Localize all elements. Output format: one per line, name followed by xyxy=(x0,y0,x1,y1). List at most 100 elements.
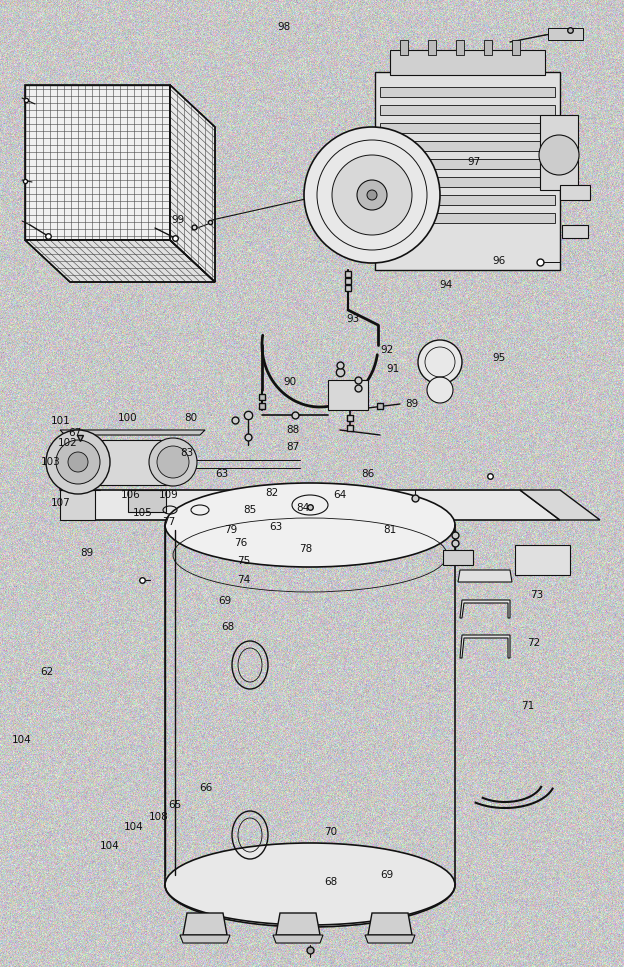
Polygon shape xyxy=(562,225,588,238)
Text: 91: 91 xyxy=(386,365,400,374)
Text: 65: 65 xyxy=(168,800,182,809)
Bar xyxy=(400,40,408,55)
Text: 92: 92 xyxy=(380,345,394,355)
Text: 90: 90 xyxy=(283,377,297,387)
Text: 80: 80 xyxy=(183,413,197,423)
Text: 85: 85 xyxy=(243,505,256,514)
Ellipse shape xyxy=(304,127,440,263)
Polygon shape xyxy=(25,240,215,282)
Text: 94: 94 xyxy=(439,280,453,290)
Text: 103: 103 xyxy=(41,457,61,467)
Text: 69: 69 xyxy=(380,870,394,880)
Polygon shape xyxy=(180,935,230,943)
Polygon shape xyxy=(380,213,555,223)
Text: 95: 95 xyxy=(492,353,506,363)
Ellipse shape xyxy=(149,438,197,486)
Text: 64: 64 xyxy=(333,490,347,500)
Text: 86: 86 xyxy=(361,469,375,479)
Text: 87: 87 xyxy=(286,442,300,452)
Text: 107: 107 xyxy=(51,498,71,508)
Text: 96: 96 xyxy=(492,256,506,266)
Polygon shape xyxy=(276,913,320,935)
Text: 62: 62 xyxy=(40,667,54,677)
Text: 89: 89 xyxy=(405,399,419,409)
Text: 108: 108 xyxy=(149,812,169,822)
Text: 105: 105 xyxy=(132,508,152,517)
Text: 68: 68 xyxy=(221,622,235,631)
Text: 106: 106 xyxy=(121,490,141,500)
Polygon shape xyxy=(380,159,555,169)
Polygon shape xyxy=(380,195,555,205)
Ellipse shape xyxy=(157,446,189,478)
Ellipse shape xyxy=(367,190,377,200)
Ellipse shape xyxy=(427,377,453,403)
Text: 82: 82 xyxy=(265,488,278,498)
Polygon shape xyxy=(560,185,590,200)
Bar xyxy=(428,40,436,55)
Ellipse shape xyxy=(165,483,455,567)
Polygon shape xyxy=(380,87,555,97)
Text: 99: 99 xyxy=(171,216,185,225)
Text: 104: 104 xyxy=(124,822,144,832)
Text: 101: 101 xyxy=(51,416,71,425)
Ellipse shape xyxy=(418,340,462,384)
Bar xyxy=(548,28,583,40)
Polygon shape xyxy=(460,635,510,658)
Polygon shape xyxy=(458,570,512,582)
Ellipse shape xyxy=(68,452,88,472)
Polygon shape xyxy=(380,105,555,115)
Polygon shape xyxy=(60,490,560,520)
Text: 73: 73 xyxy=(530,590,544,600)
Text: 74: 74 xyxy=(236,575,250,585)
Text: 69: 69 xyxy=(218,597,232,606)
Polygon shape xyxy=(368,913,412,935)
Text: 78: 78 xyxy=(299,544,313,554)
Polygon shape xyxy=(380,141,555,151)
Polygon shape xyxy=(380,123,555,133)
Text: 104: 104 xyxy=(99,841,119,851)
Text: 67: 67 xyxy=(68,428,82,438)
Ellipse shape xyxy=(539,135,579,175)
Bar xyxy=(540,115,578,190)
Text: 66: 66 xyxy=(199,783,213,793)
Polygon shape xyxy=(60,430,205,435)
Text: 88: 88 xyxy=(286,425,300,435)
Text: 100: 100 xyxy=(118,413,138,423)
Text: 63: 63 xyxy=(269,522,283,532)
Text: 83: 83 xyxy=(180,448,194,457)
Ellipse shape xyxy=(357,180,387,210)
Text: 98: 98 xyxy=(277,22,291,32)
Text: 97: 97 xyxy=(467,158,481,167)
Text: 81: 81 xyxy=(383,525,397,535)
Polygon shape xyxy=(183,913,227,935)
Text: 109: 109 xyxy=(158,490,178,500)
Bar xyxy=(128,490,166,512)
Text: 77: 77 xyxy=(162,517,175,527)
Text: 84: 84 xyxy=(296,503,310,513)
Bar xyxy=(512,40,520,55)
Bar xyxy=(484,40,492,55)
Bar xyxy=(456,40,464,55)
Polygon shape xyxy=(60,490,95,520)
Bar xyxy=(328,380,368,410)
Bar xyxy=(443,550,473,565)
Polygon shape xyxy=(273,935,323,943)
Text: 93: 93 xyxy=(346,314,359,324)
Text: 102: 102 xyxy=(57,438,77,448)
Ellipse shape xyxy=(46,430,110,494)
Text: 70: 70 xyxy=(324,827,338,836)
Polygon shape xyxy=(375,72,560,270)
Polygon shape xyxy=(520,490,600,520)
Text: 72: 72 xyxy=(527,638,540,648)
Ellipse shape xyxy=(56,440,100,484)
Text: 104: 104 xyxy=(12,735,32,745)
Ellipse shape xyxy=(165,843,455,927)
Text: 75: 75 xyxy=(236,556,250,566)
Text: 68: 68 xyxy=(324,877,338,887)
Polygon shape xyxy=(170,85,215,282)
Polygon shape xyxy=(25,85,170,240)
Text: 63: 63 xyxy=(215,469,228,479)
Bar xyxy=(78,440,173,485)
Text: 76: 76 xyxy=(233,539,247,548)
Polygon shape xyxy=(460,600,510,618)
